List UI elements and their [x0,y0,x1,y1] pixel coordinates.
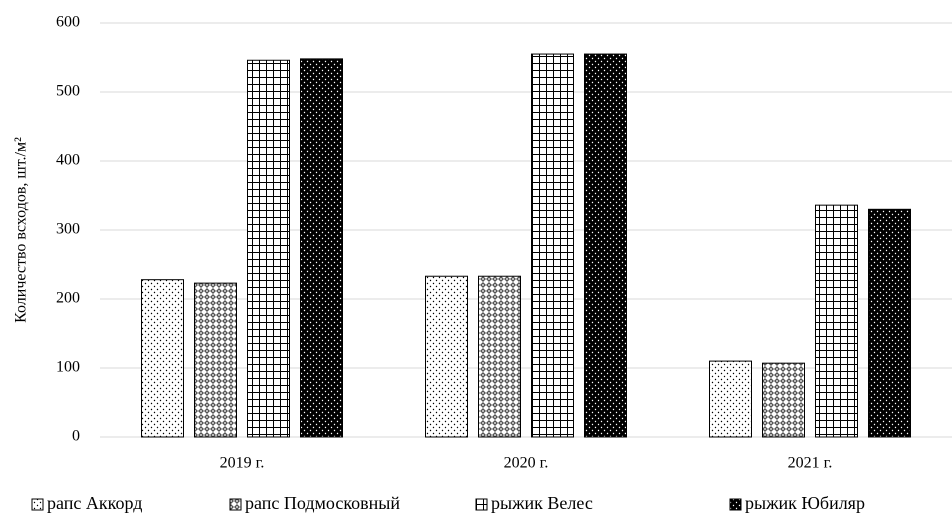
bar [531,53,574,438]
y-tick-label: 500 [56,83,80,100]
legend-swatch [31,498,44,511]
y-tick-label: 400 [56,152,80,169]
y-tick-label: 200 [56,290,80,307]
x-tick-label: 2019 г. [220,455,265,472]
y-tick-label: 100 [56,359,80,376]
bar [584,53,627,438]
bar [141,279,184,438]
legend-label: рапс Аккорд [47,493,142,513]
bar [868,208,911,438]
bar [709,360,752,438]
bar [247,59,290,438]
legend-swatch [475,498,488,511]
legend-label: рыжик Юбиляр [745,493,865,513]
legend-label: рыжик Велес [491,493,593,513]
y-tick-label: 0 [72,428,80,445]
bar [300,58,343,438]
legend-swatch [729,498,742,511]
y-tick-label: 600 [56,14,80,31]
bar [194,282,237,438]
legend-swatch [229,498,242,511]
bar [478,275,521,438]
x-tick-label: 2021 г. [788,455,833,472]
bar [425,275,468,438]
legend-label: рапс Подмосковный [245,493,400,513]
bar [815,204,858,438]
bar [762,362,805,438]
y-tick-label: 300 [56,221,80,238]
y-axis-label: Количество всходов, шт./м² [13,137,30,323]
x-tick-label: 2020 г. [504,455,549,472]
